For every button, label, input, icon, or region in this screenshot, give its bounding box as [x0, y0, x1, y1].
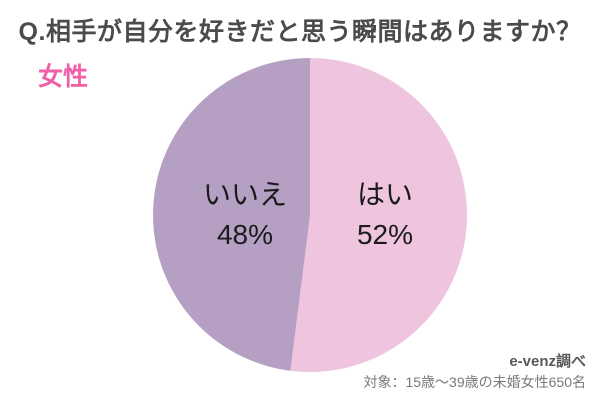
pie-chart — [153, 58, 467, 372]
group-label-female: 女性 — [38, 63, 89, 91]
slice-label-yes: はい 52% — [315, 175, 455, 255]
source-note: e-venz調べ 対象：15歳〜39歳の未婚女性650名 — [363, 352, 586, 392]
source-credit: e-venz調べ — [509, 353, 586, 370]
slice-label-no: いいえ 48% — [175, 175, 315, 255]
slice-no-name: いいえ — [202, 179, 287, 210]
slice-no-percent: 48% — [216, 219, 274, 250]
question-title: Q.相手が自分を好きだと思う瞬間はありますか？ — [18, 18, 582, 46]
slice-yes-percent: 52% — [356, 219, 414, 250]
slice-yes-name: はい — [356, 179, 413, 210]
source-sample: 対象：15歳〜39歳の未婚女性650名 — [363, 374, 586, 390]
